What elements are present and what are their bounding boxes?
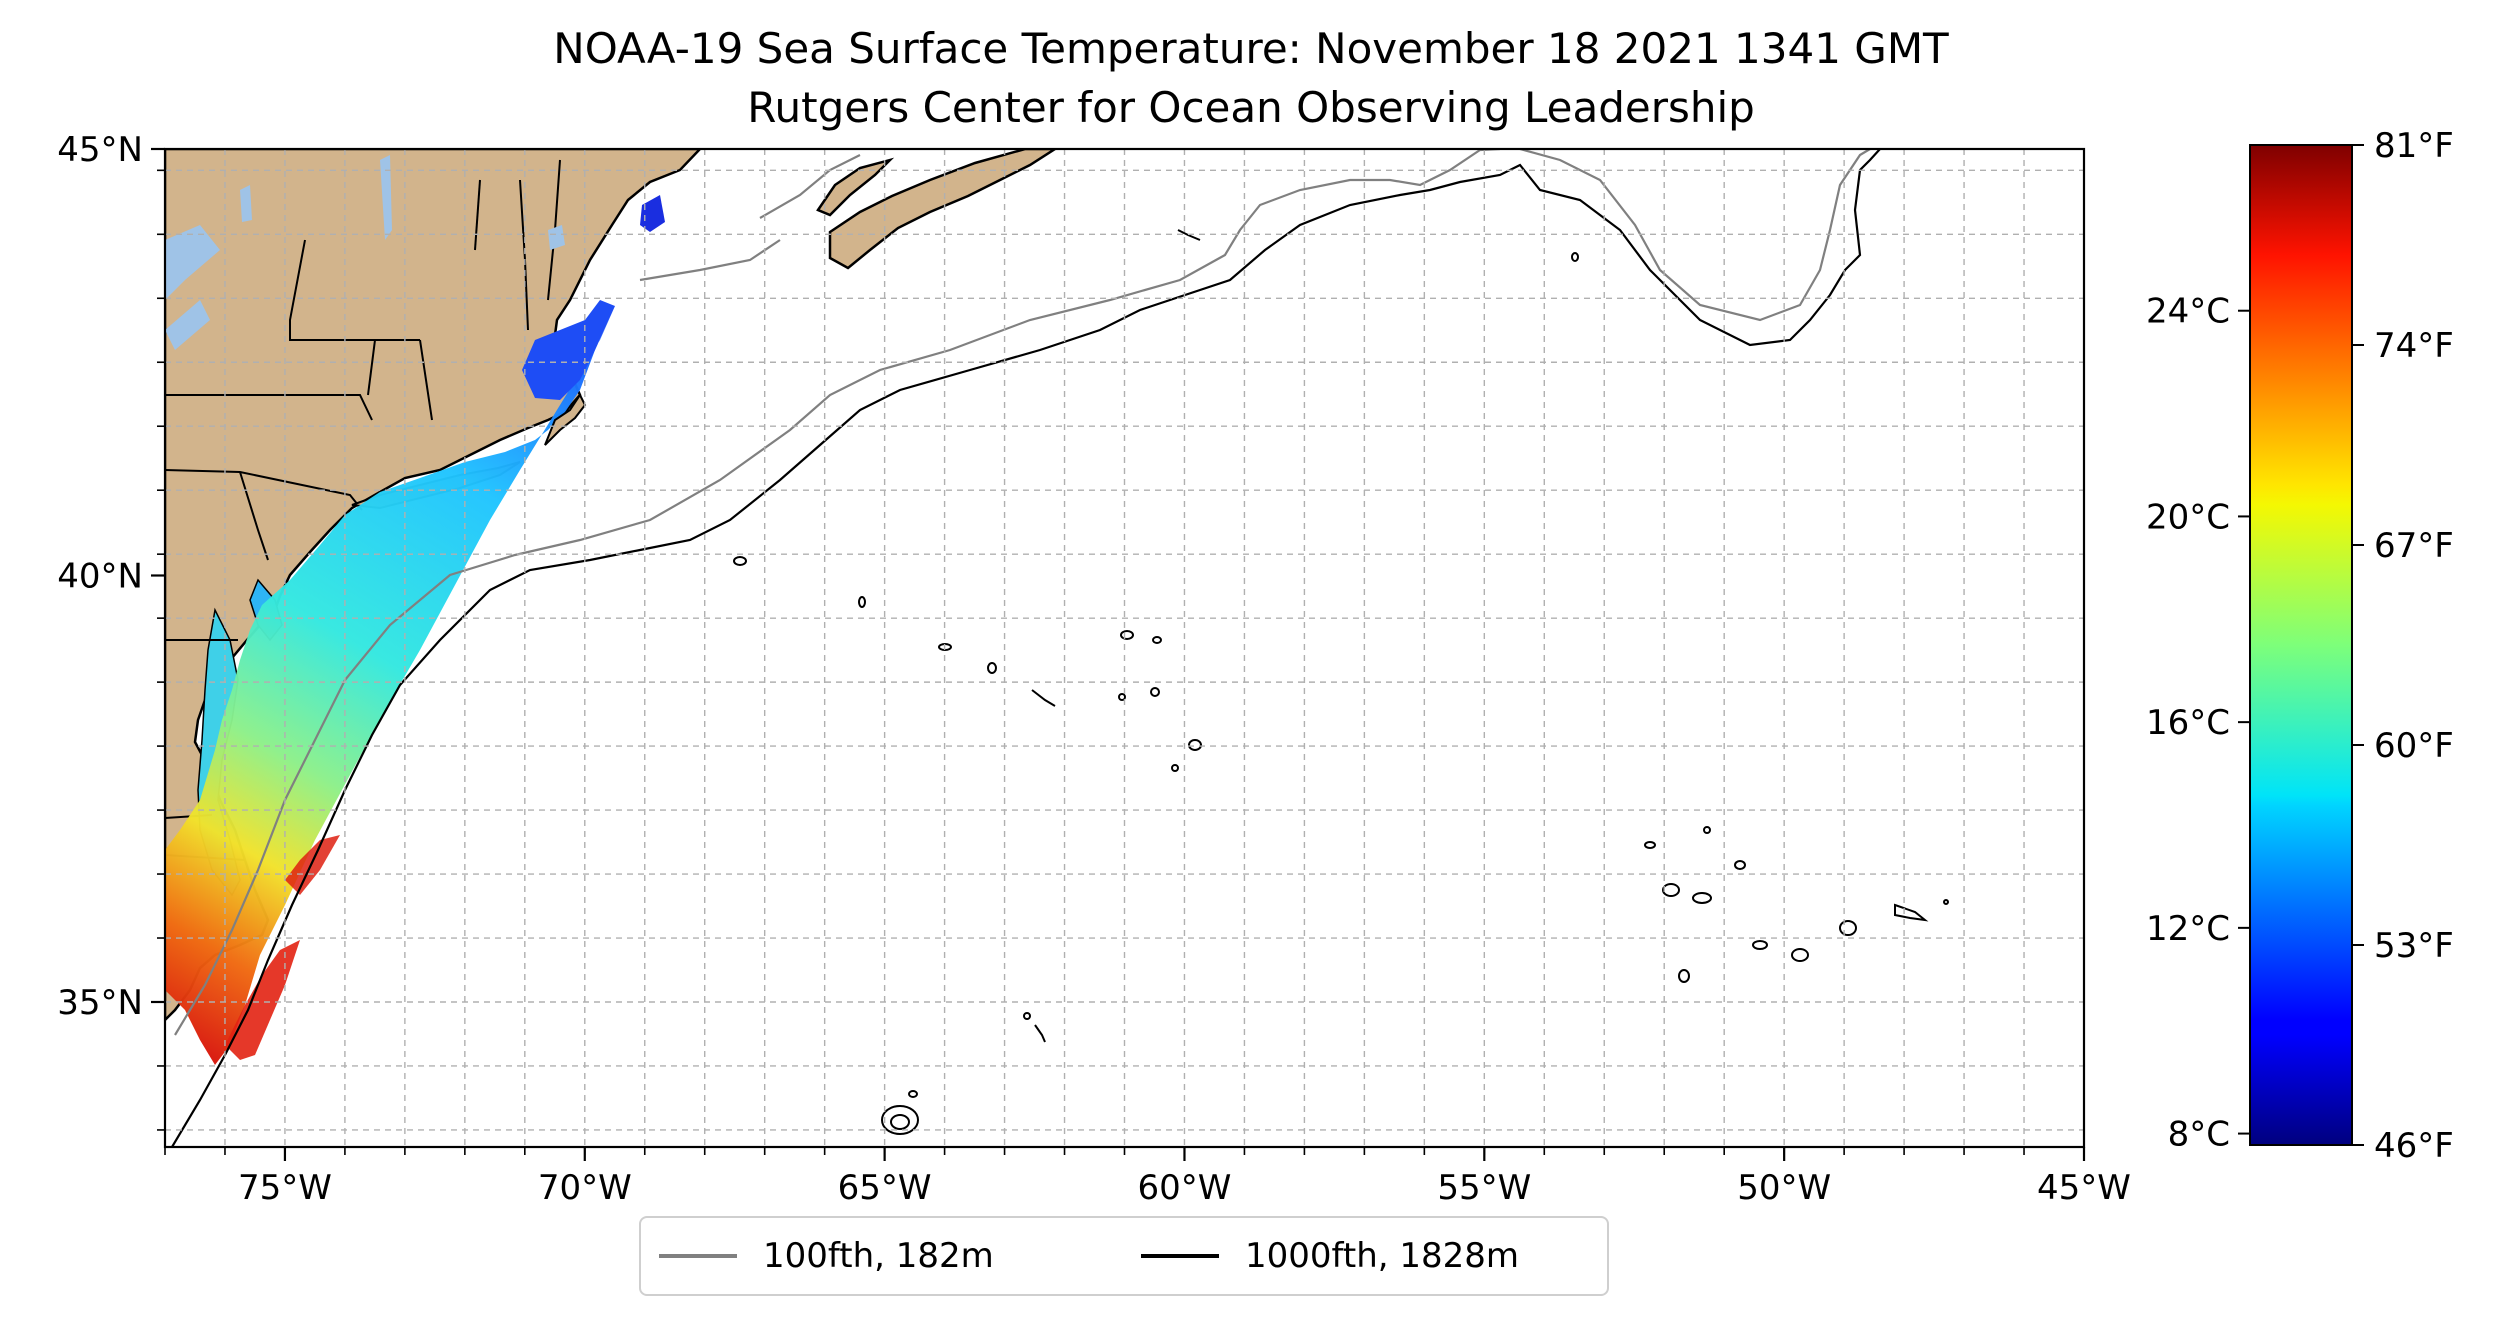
cbar-c-tick-label: 8°C: [2168, 1115, 2230, 1155]
chart-subtitle: Rutgers Center for Ocean Observing Leade…: [747, 83, 1755, 132]
lat-tick-label: 35°N: [57, 983, 143, 1023]
legend-item-100fth: 100fth, 182m: [659, 1218, 994, 1294]
lon-tick-label: 70°W: [538, 1168, 632, 1208]
seamounts: [733, 229, 1949, 1135]
cape-cod: [544, 393, 587, 446]
colorbar-axes: 81°F 74°F 67°F 60°F 53°F 46°F 24°C 20°C 16°C 12°C…: [2146, 126, 2454, 1166]
map-axes: 75°W 70°W 65°W 60°W 55°W 50°W 45°W 45°N 40°N 35°N: [57, 130, 2131, 1208]
legend-item-1000fth: 1000fth, 1828m: [1141, 1218, 1519, 1294]
land-nova-scotia: [828, 149, 1058, 270]
sst-swath: [165, 306, 615, 1065]
lat-tick-label: 45°N: [57, 130, 143, 170]
lat-tick-label: 40°N: [57, 556, 143, 596]
lon-tick-label: 65°W: [838, 1168, 932, 1208]
legend-label-1000fth: 1000fth, 1828m: [1245, 1236, 1520, 1276]
cbar-f-tick-label: 53°F: [2374, 926, 2454, 966]
isobath-100fth: [174, 149, 1871, 1036]
lon-tick-label: 55°W: [1437, 1168, 1531, 1208]
legend: 100fth, 182m 1000fth, 1828m: [639, 1216, 1609, 1296]
legend-swatch-1000fth: [1141, 1254, 1219, 1258]
legend-swatch-100fth: [659, 1254, 737, 1258]
cbar-c-tick-label: 12°C: [2146, 909, 2230, 949]
graticule: [164, 149, 2085, 1147]
legend-label-100fth: 100fth, 182m: [763, 1236, 994, 1276]
cbar-f-tick-label: 46°F: [2374, 1126, 2454, 1166]
lon-tick-label: 50°W: [1737, 1168, 1831, 1208]
chart-title: NOAA-19 Sea Surface Temperature: Novembe…: [553, 24, 1949, 73]
lon-tick-label: 45°W: [2037, 1168, 2131, 1208]
sst-warm-patch-2: [285, 835, 340, 895]
cbar-c-tick-label: 24°C: [2146, 292, 2230, 332]
sst-cold-patch: [522, 300, 615, 400]
isobath-1000fth: [171, 149, 1881, 1147]
colorbar: [2249, 144, 2353, 1146]
lon-tick-label: 75°W: [238, 1168, 332, 1208]
cbar-f-tick-label: 81°F: [2374, 126, 2454, 166]
cbar-c-tick-label: 20°C: [2146, 497, 2230, 537]
cbar-f-tick-label: 60°F: [2374, 726, 2454, 766]
cbar-f-tick-label: 74°F: [2374, 326, 2454, 366]
sst-gulf-of-maine-patch: [640, 195, 665, 232]
lon-tick-label: 60°W: [1138, 1168, 1232, 1208]
sst-warm-patch: [225, 940, 300, 1060]
land-pei: [816, 157, 895, 217]
cbar-c-tick-label: 16°C: [2146, 703, 2230, 743]
lakes: [165, 155, 565, 350]
cbar-f-tick-label: 67°F: [2374, 526, 2454, 566]
